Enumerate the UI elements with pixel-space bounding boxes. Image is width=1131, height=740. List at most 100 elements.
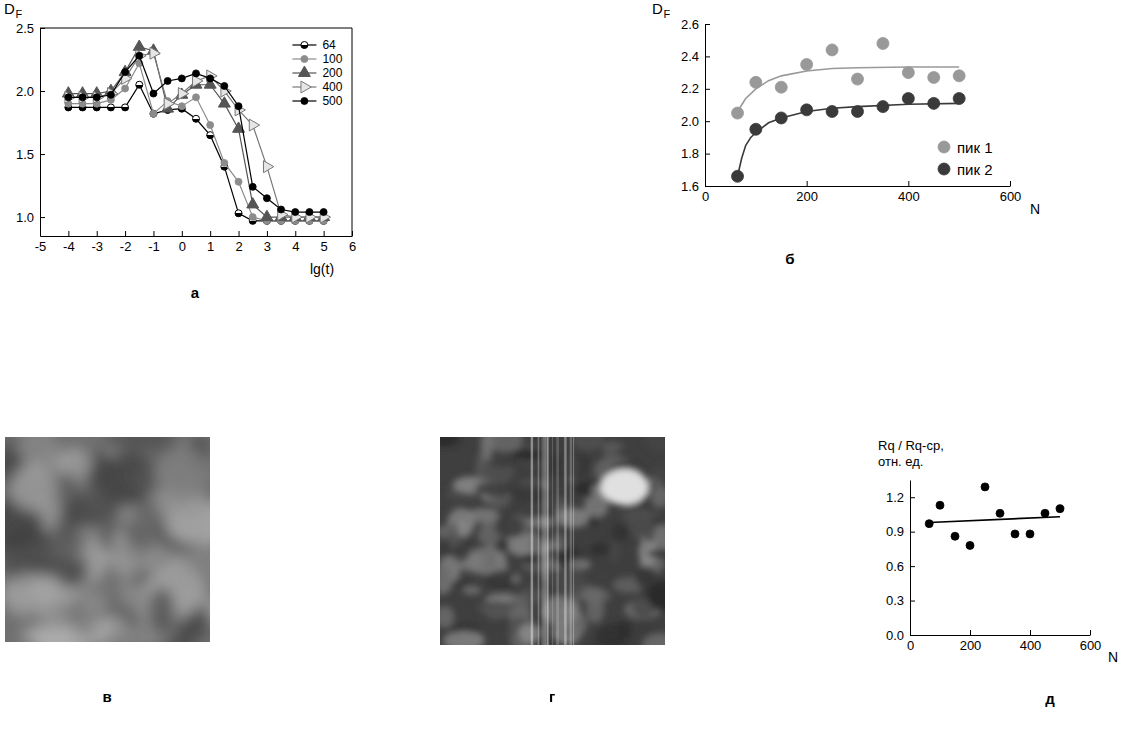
tick: 400: [1020, 630, 1042, 653]
image-texture: [587, 516, 600, 527]
image-texture: [85, 459, 150, 496]
image-streak: [531, 437, 533, 645]
image-texture: [549, 568, 587, 598]
tick-label: 2.6: [681, 17, 699, 32]
legend-label: 200: [322, 66, 342, 80]
tick-label: 0.0: [886, 628, 904, 643]
image-streak: [552, 437, 553, 645]
tick-label: 0.9: [886, 524, 904, 539]
figure: -5-4-3-2-101234561.01.52.02.5DFlg(t)6410…: [0, 0, 1131, 740]
image-texture: [71, 582, 99, 639]
image-texture: [482, 558, 497, 567]
tick: 600: [1000, 181, 1022, 204]
tick-mark: [807, 181, 808, 186]
image-streak: [570, 437, 572, 645]
image-texture: [440, 606, 455, 628]
tick-mark: [910, 635, 915, 636]
axis-line: [705, 25, 706, 187]
tick: 400: [898, 181, 920, 204]
tick-mark: [910, 566, 915, 567]
data-point: [775, 81, 787, 93]
tick-label: -1: [148, 239, 160, 254]
legend-marker: [301, 56, 308, 63]
data-point: [1041, 509, 1049, 517]
data-point: [79, 94, 86, 101]
data-point: [1011, 530, 1019, 538]
legend: пик 1пик 2: [938, 139, 993, 178]
data-point: [953, 93, 965, 105]
tick-label: -2: [120, 239, 132, 254]
tick: -3: [91, 231, 103, 254]
data-point: [164, 77, 171, 84]
image-streak: [531, 437, 533, 645]
image-texture: [5, 573, 59, 617]
tick-label: 0.3: [886, 593, 904, 608]
image-streak: [544, 437, 546, 645]
tick-mark: [324, 231, 325, 236]
x-axis: 0200400600: [907, 630, 1101, 653]
tick-label: -5: [35, 239, 47, 254]
data-point: [221, 82, 228, 89]
series-line: [68, 47, 323, 217]
data-point: [178, 103, 185, 110]
y-axis-title: Rq / Rq-ср,: [878, 438, 944, 453]
data-point: [732, 170, 744, 182]
y-axis: 0.00.30.60.91.2: [886, 481, 915, 643]
data-point: [925, 520, 933, 528]
image-texture: [609, 542, 619, 563]
tick: 4: [292, 231, 299, 254]
tick-mark: [210, 231, 211, 236]
data-point: [107, 104, 114, 111]
data-point: [953, 70, 965, 82]
tick: -4: [63, 231, 75, 254]
tick-label: 5: [321, 239, 328, 254]
tick-mark: [40, 91, 45, 92]
image-texture: [653, 464, 665, 481]
image-texture: [612, 523, 631, 541]
tick: 2.6: [681, 17, 710, 32]
data-point: [178, 88, 188, 100]
image-texture: [526, 517, 555, 527]
image-texture: [519, 623, 540, 643]
fit-line: [738, 67, 960, 112]
tick-mark: [908, 181, 909, 186]
tick-label: 2.0: [681, 114, 699, 129]
tick-mark: [970, 630, 971, 635]
image-streak: [541, 437, 543, 645]
legend-marker: [938, 141, 950, 153]
y-axis: 1.01.52.02.5: [16, 21, 45, 237]
panel: 02004006001.61.82.02.22.42.6DFNпик 1пик …: [652, 0, 1040, 217]
data-point: [249, 214, 256, 221]
data-point: [193, 94, 200, 101]
legend-marker: [301, 98, 308, 105]
data-point: [801, 59, 813, 71]
tick-label: 400: [898, 189, 920, 204]
tick: 0: [179, 231, 186, 254]
tick-label: 1.6: [681, 179, 699, 194]
fit-line: [738, 103, 960, 176]
axis-line: [910, 481, 911, 636]
tick-mark: [705, 121, 710, 122]
data-point: [133, 40, 145, 50]
y-axis: 1.61.82.02.22.42.6: [681, 17, 710, 194]
data-point: [235, 103, 242, 110]
data-point: [122, 104, 129, 111]
image-texture: [584, 494, 608, 518]
frame-right: [352, 28, 353, 236]
tick: 200: [960, 630, 982, 653]
plot-area: [62, 40, 330, 224]
tick: 2.2: [681, 81, 710, 96]
tick-mark: [40, 217, 45, 218]
data-point: [150, 90, 157, 97]
image-ground: [440, 437, 665, 645]
data-point: [221, 159, 228, 166]
data-point: [193, 115, 200, 122]
image-texture: [466, 546, 502, 575]
data-point: [218, 97, 230, 107]
tick-mark: [705, 24, 710, 25]
image-texture: [601, 469, 649, 505]
data-point: [928, 97, 940, 109]
tick-label: 200: [960, 638, 982, 653]
tick: 5: [321, 231, 328, 254]
image-texture: [440, 566, 451, 595]
